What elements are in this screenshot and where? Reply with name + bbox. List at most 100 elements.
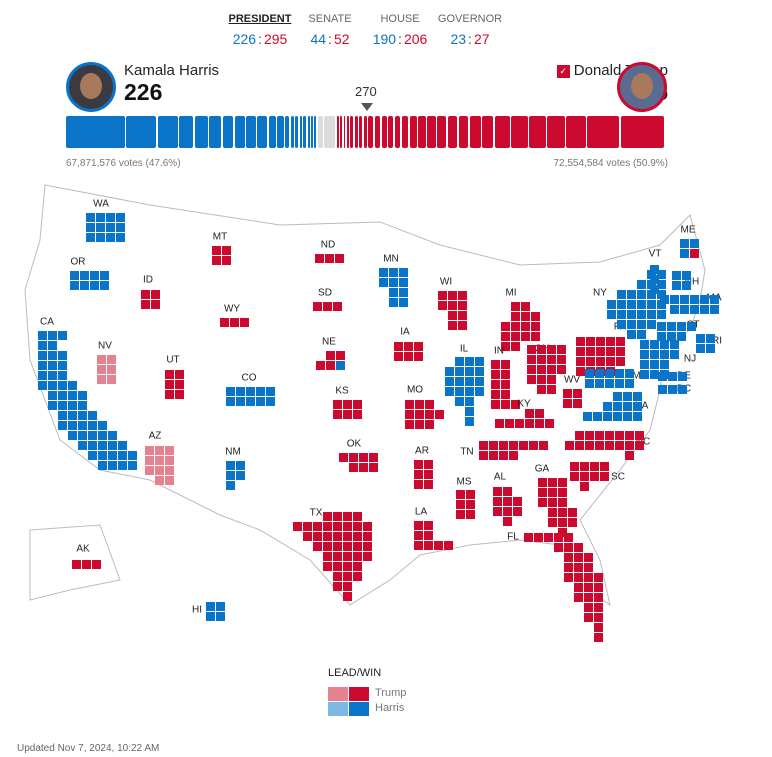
tile-mi[interactable] xyxy=(531,332,540,341)
tile-ne[interactable] xyxy=(326,351,335,360)
tile-az[interactable] xyxy=(155,476,164,485)
tile-in[interactable] xyxy=(501,380,510,389)
tile-hi[interactable] xyxy=(216,602,225,611)
tile-in[interactable] xyxy=(491,360,500,369)
tile-de[interactable] xyxy=(668,372,677,381)
tile-fl[interactable] xyxy=(574,593,583,602)
tile-fl[interactable] xyxy=(574,573,583,582)
tile-ca[interactable] xyxy=(118,441,127,450)
tile-ky[interactable] xyxy=(515,419,524,428)
tile-ca[interactable] xyxy=(58,371,67,380)
tile-nh[interactable] xyxy=(682,271,691,280)
tile-ga[interactable] xyxy=(568,518,577,527)
tile-ca[interactable] xyxy=(48,371,57,380)
tile-ok[interactable] xyxy=(369,453,378,462)
tile-ca[interactable] xyxy=(78,391,87,400)
tile-wy[interactable] xyxy=(240,318,249,327)
tile-ca[interactable] xyxy=(38,351,47,360)
tile-ga[interactable] xyxy=(558,518,567,527)
tile-va[interactable] xyxy=(583,412,592,421)
tile-oh[interactable] xyxy=(557,355,566,364)
tile-la[interactable] xyxy=(424,531,433,540)
tile-ny[interactable] xyxy=(627,320,636,329)
tile-ca[interactable] xyxy=(48,391,57,400)
tile-oh[interactable] xyxy=(537,365,546,374)
tile-ky[interactable] xyxy=(525,419,534,428)
tile-az[interactable] xyxy=(145,456,154,465)
tile-ky[interactable] xyxy=(495,419,504,428)
tile-wy[interactable] xyxy=(220,318,229,327)
tile-tx[interactable] xyxy=(343,562,352,571)
bar-segment-md[interactable] xyxy=(257,116,268,148)
tile-or[interactable] xyxy=(70,271,79,280)
tile-oh[interactable] xyxy=(547,345,556,354)
tile-ct[interactable] xyxy=(667,322,676,331)
tile-fl[interactable] xyxy=(564,543,573,552)
tile-fl[interactable] xyxy=(574,563,583,572)
tile-nc[interactable] xyxy=(625,441,634,450)
tile-ok[interactable] xyxy=(339,453,348,462)
bar-segment-de[interactable] xyxy=(307,116,310,148)
tile-fl[interactable] xyxy=(564,533,573,542)
tile-ma[interactable] xyxy=(670,305,679,314)
tile-ca[interactable] xyxy=(108,431,117,440)
bar-segment-pa[interactable] xyxy=(566,116,586,148)
tile-la[interactable] xyxy=(444,541,453,550)
tile-ks[interactable] xyxy=(333,400,342,409)
tile-sd[interactable] xyxy=(323,302,332,311)
bar-segment-ma[interactable] xyxy=(222,116,234,148)
tile-ca[interactable] xyxy=(58,411,67,420)
tile-wi[interactable] xyxy=(458,321,467,330)
tile-fl[interactable] xyxy=(584,573,593,582)
tile-nc[interactable] xyxy=(615,431,624,440)
tile-mn[interactable] xyxy=(379,268,388,277)
tile-ks[interactable] xyxy=(353,410,362,419)
tile-mo[interactable] xyxy=(415,420,424,429)
tile-tx[interactable] xyxy=(333,552,342,561)
tile-az[interactable] xyxy=(155,456,164,465)
tile-ct[interactable] xyxy=(657,322,666,331)
tile-ar[interactable] xyxy=(424,470,433,479)
tile-nj[interactable] xyxy=(670,340,679,349)
tile-oh[interactable] xyxy=(557,365,566,374)
tile-sc[interactable] xyxy=(580,482,589,491)
tile-mn[interactable] xyxy=(399,268,408,277)
tile-in[interactable] xyxy=(491,400,500,409)
tile-wa[interactable] xyxy=(116,223,125,232)
tile-va[interactable] xyxy=(593,412,602,421)
tile-ca[interactable] xyxy=(128,451,137,460)
tile-in[interactable] xyxy=(511,400,520,409)
tile-ca[interactable] xyxy=(108,441,117,450)
tile-nc[interactable] xyxy=(585,431,594,440)
tile-nj[interactable] xyxy=(640,360,649,369)
tile-in[interactable] xyxy=(501,370,510,379)
tile-sc[interactable] xyxy=(570,472,579,481)
tile-ut[interactable] xyxy=(175,380,184,389)
tile-ca[interactable] xyxy=(58,351,67,360)
tile-co[interactable] xyxy=(266,387,275,396)
tile-sc[interactable] xyxy=(590,462,599,471)
tile-ak[interactable] xyxy=(92,560,101,569)
tile-nm[interactable] xyxy=(226,471,235,480)
bar-segment-fl[interactable] xyxy=(587,116,620,148)
tile-pa[interactable] xyxy=(576,367,585,376)
bar-segment-nd[interactable] xyxy=(340,116,342,148)
tile-or[interactable] xyxy=(80,271,89,280)
tile-nc[interactable] xyxy=(595,441,604,450)
tile-tx[interactable] xyxy=(343,582,352,591)
tile-ca[interactable] xyxy=(98,421,107,430)
tile-mo[interactable] xyxy=(425,420,434,429)
bar-segment-oh[interactable] xyxy=(547,116,565,148)
bar-segment-mt[interactable] xyxy=(354,116,358,148)
tile-ny[interactable] xyxy=(647,290,656,299)
tile-pa[interactable] xyxy=(616,357,625,366)
tile-tn[interactable] xyxy=(489,441,498,450)
tile-fl[interactable] xyxy=(584,563,593,572)
tile-ny[interactable] xyxy=(637,300,646,309)
tile-mn[interactable] xyxy=(399,298,408,307)
tile-la[interactable] xyxy=(434,541,443,550)
tile-ca[interactable] xyxy=(38,381,47,390)
tile-wi[interactable] xyxy=(448,311,457,320)
tile-id[interactable] xyxy=(151,290,160,299)
tile-tx[interactable] xyxy=(333,532,342,541)
